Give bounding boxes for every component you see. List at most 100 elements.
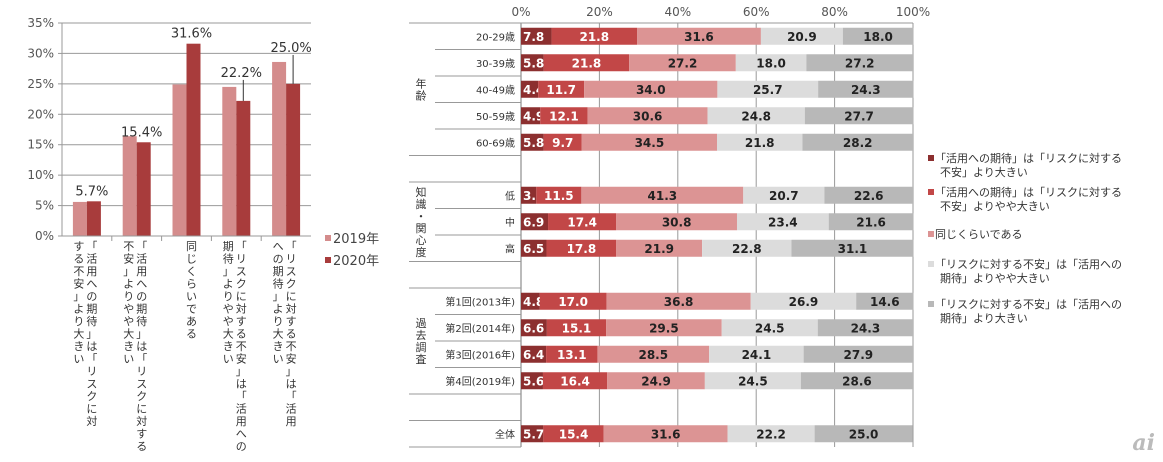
segment-label: 15.4 <box>559 427 589 441</box>
bar-2019 <box>272 61 287 236</box>
data-label: 15.4% <box>121 125 162 140</box>
category-char: は <box>136 340 147 353</box>
bar-segment <box>521 345 547 363</box>
bar-segment <box>542 372 608 390</box>
category-char: 不 <box>123 240 134 253</box>
x-tick-label: 40% <box>664 5 691 19</box>
bar-segment <box>521 213 549 231</box>
category-char: り <box>123 290 134 303</box>
category-char: い <box>186 290 197 303</box>
segment-label: 31.6 <box>684 30 714 44</box>
category-char: 安 <box>236 352 247 366</box>
bar-segment <box>584 80 718 98</box>
row-label: 30-39歳 <box>476 58 515 70</box>
bar-2020 <box>236 100 251 236</box>
category-char: や <box>223 303 234 316</box>
category-char: く <box>186 265 197 278</box>
category-char: よ <box>223 278 234 291</box>
data-label: 31.6% <box>171 27 212 42</box>
row-label: 高 <box>505 242 515 255</box>
row-label: 第4回(2019年) <box>445 375 515 388</box>
category-char: る <box>73 253 84 266</box>
group-label-char: 去 <box>416 329 427 342</box>
category-char: 活 <box>286 403 297 416</box>
bar-segment <box>806 54 913 72</box>
bar-segment <box>543 133 582 151</box>
segment-label: 6.4 <box>523 348 544 362</box>
group-label-char: 年 <box>416 76 427 90</box>
category-char: 安 <box>286 352 297 366</box>
segment-label: 28.2 <box>843 136 873 150</box>
category-char: ス <box>286 265 297 278</box>
category-char: 」 <box>136 328 147 341</box>
bar-segment <box>546 239 617 257</box>
category-char: や <box>123 315 134 328</box>
row-label: 40-49歳 <box>476 84 515 96</box>
bar-2019 <box>172 84 187 236</box>
segment-label: 6.6 <box>523 321 544 335</box>
bar-segment <box>629 54 736 72</box>
bar-segment <box>521 133 544 151</box>
bar-segment <box>603 425 728 443</box>
category-char: り <box>73 315 84 328</box>
segment-label: 6.5 <box>523 242 544 256</box>
row-label: 20-29歳 <box>476 31 515 43</box>
bar-2020 <box>86 201 101 236</box>
x-category-label: 同じくらいである <box>186 240 197 341</box>
segment-label: 23.4 <box>768 215 798 229</box>
segment-label: 34.5 <box>635 136 665 150</box>
category-char: ク <box>236 278 247 291</box>
category-char: 期 <box>223 240 234 253</box>
bar-segment <box>803 345 913 363</box>
bar-segment <box>606 292 751 310</box>
category-char: 待 <box>86 314 97 328</box>
category-char: 」 <box>223 265 234 278</box>
category-char: の <box>273 253 284 266</box>
x-tick-label: 80% <box>821 5 848 19</box>
category-char: 待 <box>136 314 147 328</box>
category-char: 大 <box>73 327 84 341</box>
category-char: す <box>136 428 147 441</box>
category-char: 不 <box>286 340 297 353</box>
segment-label: 18.0 <box>756 56 786 70</box>
category-char: す <box>236 315 247 328</box>
category-char: 「 <box>286 390 297 403</box>
category-char: 対 <box>236 302 247 316</box>
category-char: 「 <box>86 353 97 366</box>
category-char: き <box>73 340 84 353</box>
segment-label: 17.8 <box>567 242 597 256</box>
legend-swatch <box>325 235 331 241</box>
legend-label: 「リスクに対する不安」は「活用への <box>935 297 1122 311</box>
bar-segment <box>717 80 819 98</box>
bar-segment <box>704 372 801 390</box>
segment-label: 21.6 <box>856 215 886 229</box>
bar-segment <box>543 425 604 443</box>
legend-label: 2020年 <box>333 254 379 269</box>
bar-segment <box>546 345 598 363</box>
category-char: リ <box>286 253 297 266</box>
bar-segment <box>856 292 914 310</box>
segment-label: 27.2 <box>668 56 698 70</box>
bar-segment <box>616 239 703 257</box>
category-char: ス <box>236 265 247 278</box>
category-char: よ <box>73 303 84 316</box>
segment-label: 15.1 <box>562 321 592 335</box>
category-char: 期 <box>136 303 147 316</box>
category-char: よ <box>273 303 284 316</box>
bar-segment <box>802 133 913 151</box>
bar-segment <box>548 213 617 231</box>
category-char: や <box>223 315 234 328</box>
bar-segment <box>817 319 913 337</box>
category-char: へ <box>236 428 247 441</box>
category-char: 大 <box>273 327 284 341</box>
y-tick-label: 5% <box>35 199 54 213</box>
bar-segment <box>818 80 914 98</box>
segment-label: 27.2 <box>845 56 875 70</box>
category-char: へ <box>86 278 97 291</box>
category-char: る <box>186 328 197 341</box>
category-char: 」 <box>286 365 297 378</box>
legend-label: 「活用への期待」は「リスクに対する <box>935 185 1122 199</box>
bar-segment <box>750 292 857 310</box>
category-char: ク <box>86 390 97 403</box>
bar-segment <box>521 319 547 337</box>
